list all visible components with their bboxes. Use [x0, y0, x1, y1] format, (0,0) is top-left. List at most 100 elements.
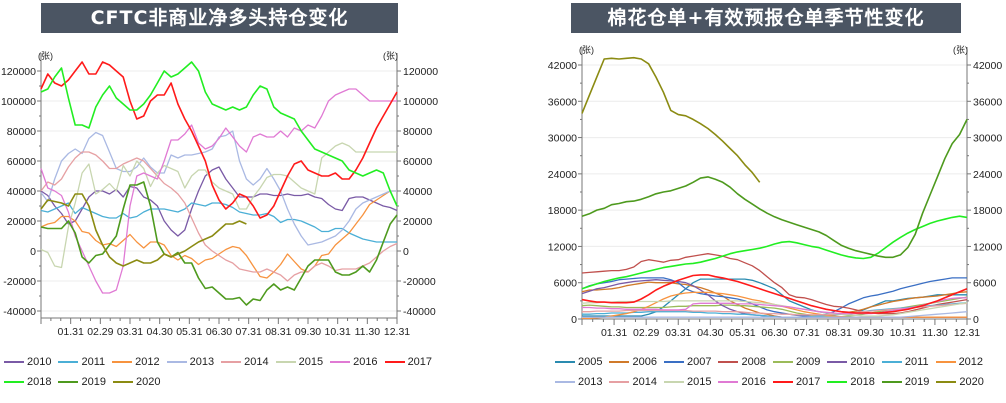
legend-item-2015: 2015	[663, 372, 711, 392]
legend-swatch	[663, 361, 684, 363]
legend-swatch	[609, 361, 630, 363]
legend-swatch	[555, 361, 575, 363]
legend-swatch	[663, 381, 684, 383]
y-tick-label-left: 18000	[548, 205, 577, 217]
series-line-2015	[581, 300, 968, 317]
x-tick-label: 02.29	[633, 327, 659, 339]
legend-item-2010: 2010	[827, 352, 875, 372]
series-line-2016	[40, 88, 397, 294]
legend-swatch	[330, 361, 351, 363]
y-tick-label-left: 12000	[548, 241, 577, 253]
y-tick-label-right: 36000	[973, 96, 1002, 108]
y-tick-label-right: 0	[403, 246, 409, 258]
series-line-2017	[581, 274, 968, 314]
legend-item-2012: 2012	[935, 352, 984, 372]
y-tick-label-right: 80000	[403, 126, 432, 138]
x-tick-label: 08.31	[265, 326, 291, 338]
series-line-2016	[582, 297, 967, 315]
x-tick-label: 01.31	[58, 326, 84, 338]
legend-item-2009: 2009	[772, 352, 821, 372]
y-tick-label-left: -20000	[3, 276, 36, 288]
legend-item-2020: 2020	[112, 372, 160, 392]
y-tick-label-right: 100000	[403, 96, 438, 108]
y-tick-label-right: -40000	[403, 306, 436, 318]
legend-item-2007: 2007	[663, 352, 711, 372]
legend-swatch	[609, 381, 630, 383]
legend-cotton: 2005 2006 2007 2008 2009 2010 2011 2012 2013 2014…	[555, 352, 1006, 392]
legend-label: 2013	[578, 376, 603, 388]
legend-item-2011: 2011	[881, 352, 929, 372]
legend-item-2010: 2010	[4, 352, 51, 372]
x-tick-label: 07.31	[236, 326, 262, 338]
legend-label: 2015	[298, 356, 324, 368]
y-tick-label-right: 12000	[973, 241, 1002, 253]
x-tick-label: 04.30	[697, 327, 723, 339]
legend-label: 2008	[741, 356, 766, 368]
legend-label: 2012	[958, 356, 984, 368]
legend-item-2020: 2020	[936, 372, 984, 392]
legend-swatch	[384, 361, 405, 363]
legend-label: 2005	[578, 356, 603, 368]
y-tick-label-right: 40000	[403, 186, 432, 198]
y-tick-label-right: 24000	[973, 169, 1002, 181]
y-tick-label-left: 120000	[1, 66, 36, 78]
legend-item-2006: 2006	[609, 352, 657, 372]
legend-cftc: 2010 2011 2012 2013 2014 2015 2016 2017 2018 2019…	[4, 352, 474, 392]
series-line-2011	[40, 202, 397, 243]
legend-item-2008: 2008	[718, 352, 766, 372]
legend-item-2018: 2018	[827, 372, 875, 392]
x-tick-label: 01.31	[601, 327, 627, 339]
legend-item-2013: 2013	[166, 352, 214, 372]
legend-swatch	[881, 381, 902, 383]
legend-label: 2016	[353, 356, 378, 368]
legend-label: 2011	[904, 356, 929, 368]
legend-label: 2017	[407, 356, 433, 368]
chart-title-cotton-receipts: 棉花仓单+有效预报仓单季节性变化	[571, 3, 961, 33]
y-tick-label-left: 24000	[548, 169, 577, 181]
legend-swatch	[772, 381, 793, 383]
y-unit-left: (张)	[579, 45, 594, 55]
x-tick-label: 02.29	[87, 326, 113, 338]
legend-item-2011: 2011	[58, 352, 105, 372]
series-line-2013	[582, 311, 968, 318]
legend-swatch	[827, 361, 848, 363]
series-line-2013	[40, 130, 397, 246]
legend-label: 2006	[632, 356, 657, 368]
chart-cftc-net-long: 120000 120000 100000 100000 80000 80000 60000 6…	[1, 51, 438, 338]
legend-item-2019: 2019	[881, 372, 929, 392]
y-unit-right: (张)	[953, 45, 968, 55]
y-tick-label-left: 6000	[554, 278, 578, 290]
legend-swatch	[221, 361, 242, 363]
y-tick-label-left: 0	[30, 246, 36, 258]
legend-label: 2014	[244, 356, 269, 368]
legend-label: 2018	[27, 376, 52, 388]
series-line-2005	[582, 278, 967, 317]
legend-swatch	[166, 361, 187, 363]
y-tick-label-left: 80000	[7, 126, 36, 138]
legend-label: 2009	[795, 356, 821, 368]
chart-cotton-warehouse-receipts: 42000 42000 36000 36000 30000 30000 24000 24000…	[548, 45, 1003, 339]
y-tick-label-right: 6000	[973, 278, 997, 290]
y-tick-label-left: 60000	[7, 156, 36, 168]
x-tick-label: 05.31	[176, 326, 202, 338]
legend-label: 2012	[135, 356, 160, 368]
legend-swatch	[772, 361, 793, 363]
x-tick-label: 12.31	[954, 327, 980, 339]
legend-item-2014: 2014	[609, 372, 657, 392]
y-tick-label-left: 42000	[548, 60, 577, 72]
series-line-2007	[581, 277, 967, 317]
y-tick-label-left: 0	[571, 314, 577, 326]
legend-label: 2014	[632, 376, 657, 388]
series-line-2017	[40, 61, 398, 219]
y-tick-label-right: 0	[973, 314, 979, 326]
legend-swatch	[58, 381, 79, 383]
legend-label: 2020	[959, 376, 984, 388]
legend-label: 2011	[81, 356, 106, 368]
y-tick-label-left: 100000	[1, 96, 36, 108]
legend-label: 2010	[850, 356, 875, 368]
y-tick-label-left: 20000	[7, 216, 36, 228]
legend-label: 2017	[795, 376, 821, 388]
y-tick-label-right: 30000	[973, 133, 1002, 145]
x-tick-label: 04.30	[147, 326, 173, 338]
legend-item-2017: 2017	[384, 352, 433, 372]
